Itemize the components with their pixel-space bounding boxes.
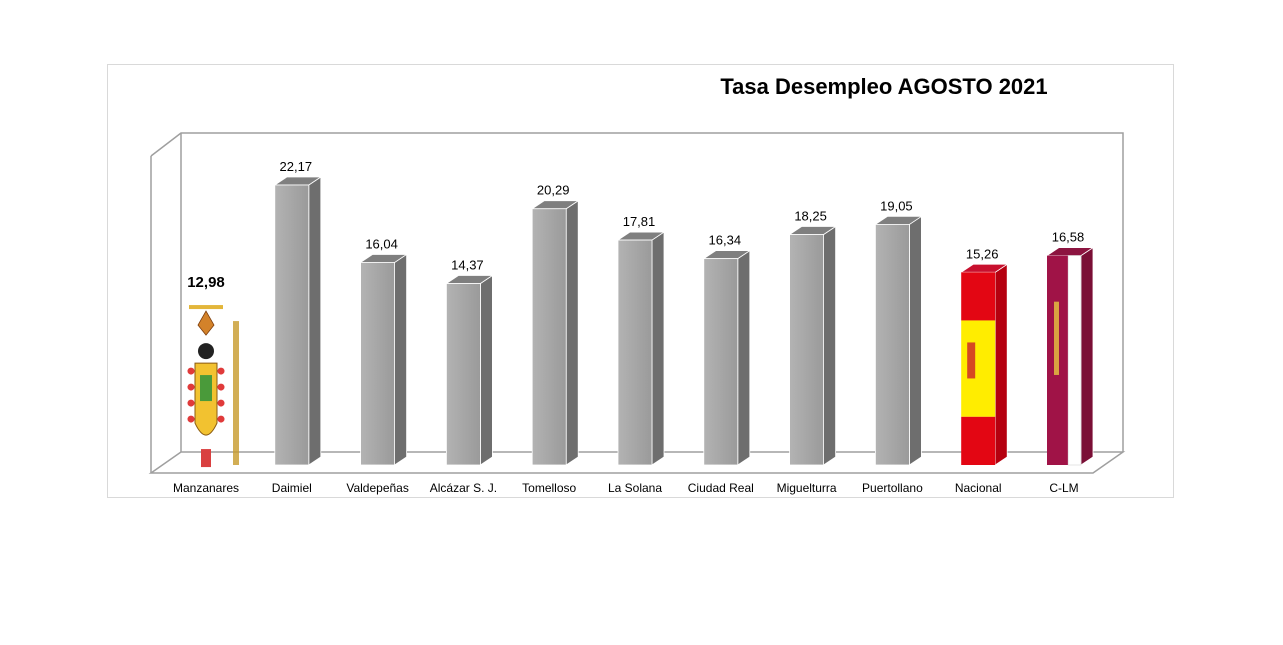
bar-side-face	[994, 263, 1008, 466]
ornament-base-icon	[201, 449, 211, 468]
category-label: La Solana	[608, 481, 662, 495]
clm-castle-icon	[1054, 301, 1059, 375]
data-label: 16,34	[709, 233, 742, 248]
category-label: Valdepeñas	[346, 481, 409, 495]
data-label: 14,37	[451, 258, 484, 273]
ornament-right-icon	[217, 367, 225, 375]
ornament-left-icon	[187, 367, 195, 375]
spain-flag-stripe-middle	[961, 320, 996, 417]
bar-front-face	[360, 262, 396, 466]
bar-front-face	[875, 224, 910, 466]
ornament-left-icon	[187, 383, 195, 391]
data-label: 16,04	[365, 236, 398, 251]
clm-flag-white-half	[1067, 255, 1082, 466]
bar-side-face	[909, 215, 922, 466]
crown-icon	[189, 305, 223, 310]
bar-la-solana	[616, 231, 666, 466]
data-label: 12,98	[187, 274, 225, 291]
data-label: 15,26	[966, 246, 999, 261]
bar-side-face	[479, 274, 493, 466]
coat-of-arms-side-icon	[233, 321, 239, 465]
data-label: 18,25	[794, 209, 827, 224]
data-label: 19,05	[880, 198, 913, 213]
bar-ciudad-real	[702, 249, 752, 466]
bar-miguelturra	[788, 225, 837, 466]
bar-front-face	[703, 258, 739, 466]
ornament-right-icon	[217, 399, 225, 407]
crest-emblem-icon	[198, 343, 214, 360]
bar-nacional	[959, 263, 1009, 466]
ornament-right-icon	[217, 383, 225, 391]
category-axis-labels: Manzanares Daimiel Valdepeñas Alcázar S. J.…	[173, 481, 1079, 495]
chart-title: Tasa Desempleo AGOSTO 2021	[720, 74, 1047, 99]
bar-c-lm	[1045, 246, 1095, 466]
category-label: Alcázar S. J.	[430, 481, 497, 495]
bar-manzanares	[187, 305, 239, 468]
data-label: 16,58	[1052, 230, 1085, 245]
data-label: 17,81	[623, 214, 656, 229]
bar-daimiel	[273, 176, 323, 466]
data-label: 22,17	[280, 159, 313, 174]
bar-puertollano	[874, 215, 923, 466]
category-label: Tomelloso	[522, 481, 576, 495]
ornament-right-icon	[217, 415, 225, 423]
bar-front-face	[274, 184, 310, 466]
data-label: 20,29	[537, 183, 570, 198]
crest-icon	[197, 310, 215, 336]
bar-valdepeñas	[359, 253, 408, 466]
bar-side-face	[651, 231, 665, 466]
bar-side-face	[308, 176, 322, 466]
category-label: Manzanares	[173, 481, 239, 495]
category-label: Puertollano	[862, 481, 923, 495]
bar-side-face	[565, 199, 579, 466]
ornament-left-icon	[187, 399, 195, 407]
ornament-left-icon	[187, 415, 195, 423]
back-wall-outline	[150, 132, 1124, 452]
category-label: Miguelturra	[777, 481, 837, 495]
bar-front-face	[617, 239, 653, 466]
category-label: C-LM	[1049, 481, 1078, 495]
bar-side-face	[1080, 246, 1094, 466]
spain-flag-stripe-bottom	[961, 416, 996, 465]
bar-tomelloso	[530, 199, 580, 466]
category-label: Ciudad Real	[688, 481, 754, 495]
bar-front-face	[789, 234, 824, 466]
chart-frame: Tasa Desempleo AGOSTO 2021 12,98 22,17 16,…	[107, 64, 1174, 498]
spain-coat-of-arms-icon	[967, 342, 976, 379]
data-labels: 12,98 22,17 16,04 14,37 20,29 17,81 16,34 18,25…	[187, 159, 1084, 291]
bar-side-face	[737, 249, 751, 466]
chart-svg: Tasa Desempleo AGOSTO 2021 12,98 22,17 16,…	[148, 74, 1126, 495]
bars	[187, 176, 1095, 468]
bar-side-face	[394, 253, 408, 466]
category-label: Nacional	[955, 481, 1002, 495]
bar-side-face	[823, 225, 836, 466]
bar-alcázar-s-j-	[445, 274, 494, 466]
bar-front-face	[445, 283, 481, 466]
shield-tree-icon	[200, 375, 212, 402]
bar-front-face	[531, 208, 567, 466]
spain-flag-stripe-top	[961, 272, 996, 321]
category-label: Daimiel	[272, 481, 312, 495]
